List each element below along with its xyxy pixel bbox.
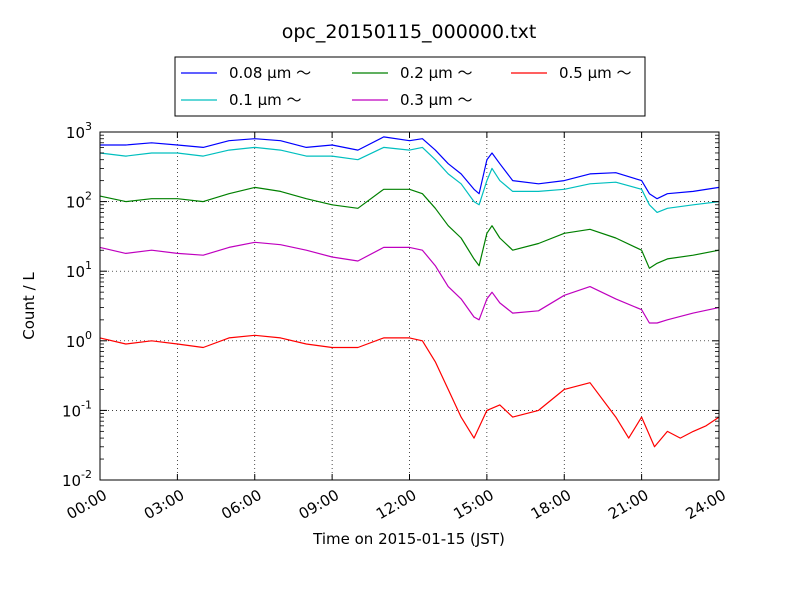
x-tick-label: 06:00 — [218, 486, 264, 523]
x-tick-label: 18:00 — [528, 486, 574, 523]
legend-label-1: 0.1 μm ～ — [229, 91, 302, 109]
y-tick-label: 101 — [66, 259, 92, 281]
x-tick-label: 03:00 — [141, 486, 187, 523]
series-line-2 — [99, 186, 720, 269]
x-tick-label: 15:00 — [450, 486, 496, 523]
series-line-4 — [99, 334, 720, 448]
x-tick-label: 21:00 — [605, 486, 651, 523]
series-line-0 — [100, 136, 720, 200]
y-axis-label: Count / L — [20, 272, 38, 340]
x-tick-label: 12:00 — [373, 486, 419, 523]
series-layer — [99, 136, 720, 448]
y-tick-label: 103 — [66, 120, 92, 142]
chart-title: opc_20150115_000000.txt — [282, 21, 537, 43]
legend-label-2: 0.2 μm ～ — [400, 64, 473, 82]
y-tick-labels: 103 102 101 100 10-1 10-2 — [62, 120, 92, 490]
x-tick-label: 00:00 — [64, 486, 110, 523]
y-tick-label: 10-2 — [62, 468, 92, 490]
series-line-1 — [99, 146, 720, 213]
x-tick-labels: 00:00 03:00 06:00 09:00 12:00 15:00 18:00 21:00… — [64, 486, 729, 523]
legend-label-3: 0.3 μm ～ — [400, 91, 473, 109]
axis-ticks — [99, 131, 720, 481]
x-axis-label: Time on 2015-01-15 (JST) — [312, 530, 505, 548]
y-tick-label: 10-1 — [62, 398, 92, 420]
y-tick-label: 100 — [66, 329, 92, 351]
x-tick-label: 09:00 — [296, 486, 342, 523]
legend-label-0: 0.08 μm ～ — [229, 64, 311, 82]
x-tick-label: 24:00 — [683, 486, 729, 523]
legend-label-4: 0.5 μm ～ — [559, 64, 632, 82]
series-line-3 — [99, 241, 720, 324]
y-tick-label: 102 — [66, 190, 92, 212]
legend-box — [174, 56, 646, 117]
grid-lines — [100, 132, 719, 480]
legend: 0.08 μm ～ 0.1 μm ～ 0.2 μm ～ 0.3 μm ～ 0.5 μm … — [174, 56, 646, 117]
